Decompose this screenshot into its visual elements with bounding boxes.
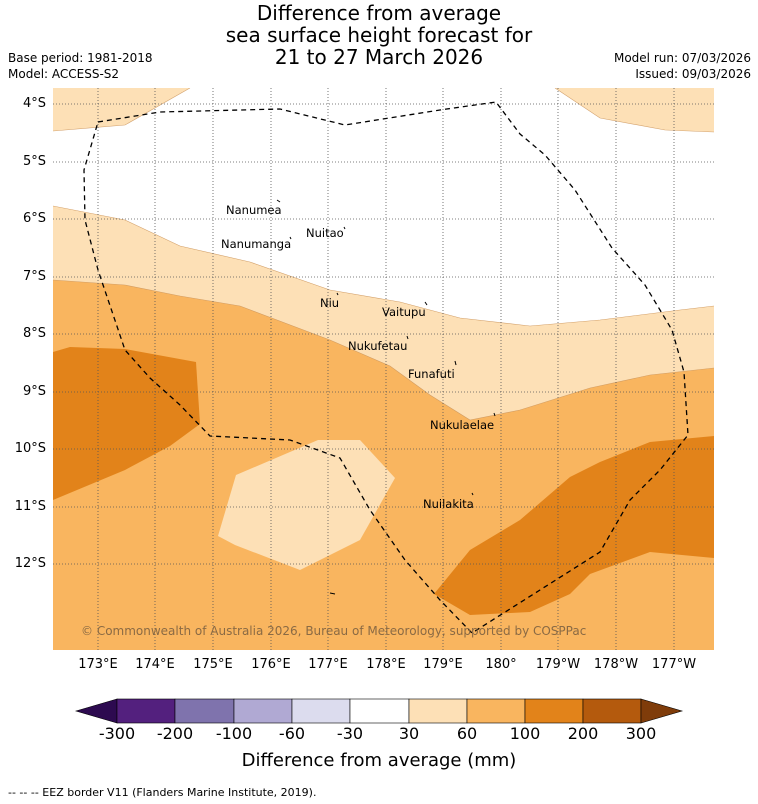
model-name: Model: ACCESS-S2 — [8, 67, 120, 81]
band-100-200-west — [53, 347, 200, 500]
title-line-3: 21 to 27 March 2026 — [274, 45, 484, 69]
colorbar-extend-high — [640, 698, 684, 724]
lon-label: 179°W — [535, 657, 581, 672]
place-nukulaelae: Nukulaelae — [430, 418, 495, 432]
lon-label: 179°E — [423, 657, 463, 672]
colorbar-extend-low — [74, 698, 118, 724]
colorbar-tick-label: 60 — [456, 724, 478, 743]
lon-label: 174°E — [135, 657, 175, 672]
graticule — [53, 88, 714, 650]
eez-border — [83, 101, 689, 634]
place-nuilakita: Nuilakita — [423, 497, 474, 511]
colorbar-tick-label: 100 — [509, 724, 541, 743]
lat-label: 9°S — [22, 384, 46, 399]
place-niu: Niu — [320, 296, 340, 310]
lon-label: 180° — [485, 657, 517, 672]
place-vaitupu: Vaitupu — [382, 305, 426, 319]
colorbar-title: Difference from average (mm) — [241, 750, 517, 771]
issued-date: Issued: 09/03/2026 — [635, 67, 751, 81]
colorbar-segment — [291, 698, 351, 724]
band-100-200-southeast — [434, 436, 714, 615]
base-period: Base period: 1981-2018 — [8, 51, 153, 65]
place-funafuti: Funafuti — [408, 367, 455, 381]
lat-label: 4°S — [22, 96, 46, 111]
lat-label: 6°S — [22, 211, 46, 226]
place-nanumanga: Nanumanga — [221, 237, 292, 251]
colorbar-segment — [116, 698, 176, 724]
colorbar-tick-label: -30 — [336, 724, 364, 743]
colorbar-tick-label: -200 — [156, 724, 194, 743]
title-line-2: sea surface height forecast for — [225, 23, 533, 47]
lat-label: 8°S — [22, 326, 46, 341]
lat-label: 11°S — [14, 499, 46, 514]
lon-label: 173°E — [78, 657, 118, 672]
eez-legend: -- -- -- EEZ border V11 (Flanders Marine… — [8, 786, 317, 799]
lat-label: 5°S — [22, 154, 46, 169]
lat-label: 12°S — [14, 556, 46, 571]
colorbar-tick-label: -300 — [98, 724, 136, 743]
band-30-60-south-patch — [218, 440, 395, 570]
place-nukufetau: Nukufetau — [348, 339, 408, 353]
colorbar — [74, 698, 684, 724]
band-30-60-nw-corner — [53, 88, 190, 131]
colorbar-tick-label: 300 — [625, 724, 657, 743]
lat-label: 7°S — [22, 269, 46, 284]
place-nanumea: Nanumea — [226, 203, 282, 217]
colorbar-segment — [408, 698, 468, 724]
colorbar-tick-label: 200 — [567, 724, 599, 743]
lon-label: 178°E — [366, 657, 406, 672]
title-line-1: Difference from average — [256, 1, 502, 25]
island-markers — [276, 199, 496, 595]
colorbar-tick-label: 30 — [398, 724, 420, 743]
colorbar-tick-label: -100 — [215, 724, 253, 743]
model-run-date: Model run: 07/03/2026 — [613, 51, 751, 65]
colorbar-segment — [582, 698, 642, 724]
lon-label: 176°E — [251, 657, 291, 672]
lon-label: 177°W — [651, 657, 697, 672]
copyright-note: © Commonwealth of Australia 2026, Bureau… — [81, 624, 587, 638]
band-30-60-central — [53, 206, 714, 420]
lat-label: 10°S — [14, 441, 46, 456]
colorbar-segment — [466, 698, 526, 724]
lon-label: 175°E — [193, 657, 233, 672]
band-neutral-north — [53, 88, 714, 326]
lon-label: 178°W — [593, 657, 639, 672]
colorbar-tick-label: -60 — [278, 724, 306, 743]
colorbar-segment — [524, 698, 584, 724]
colorbar-segment — [349, 698, 410, 724]
lon-label: 177°E — [308, 657, 348, 672]
colorbar-segment — [233, 698, 293, 724]
place-nuitao: Nuitao — [306, 226, 344, 240]
colorbar-segment — [174, 698, 235, 724]
